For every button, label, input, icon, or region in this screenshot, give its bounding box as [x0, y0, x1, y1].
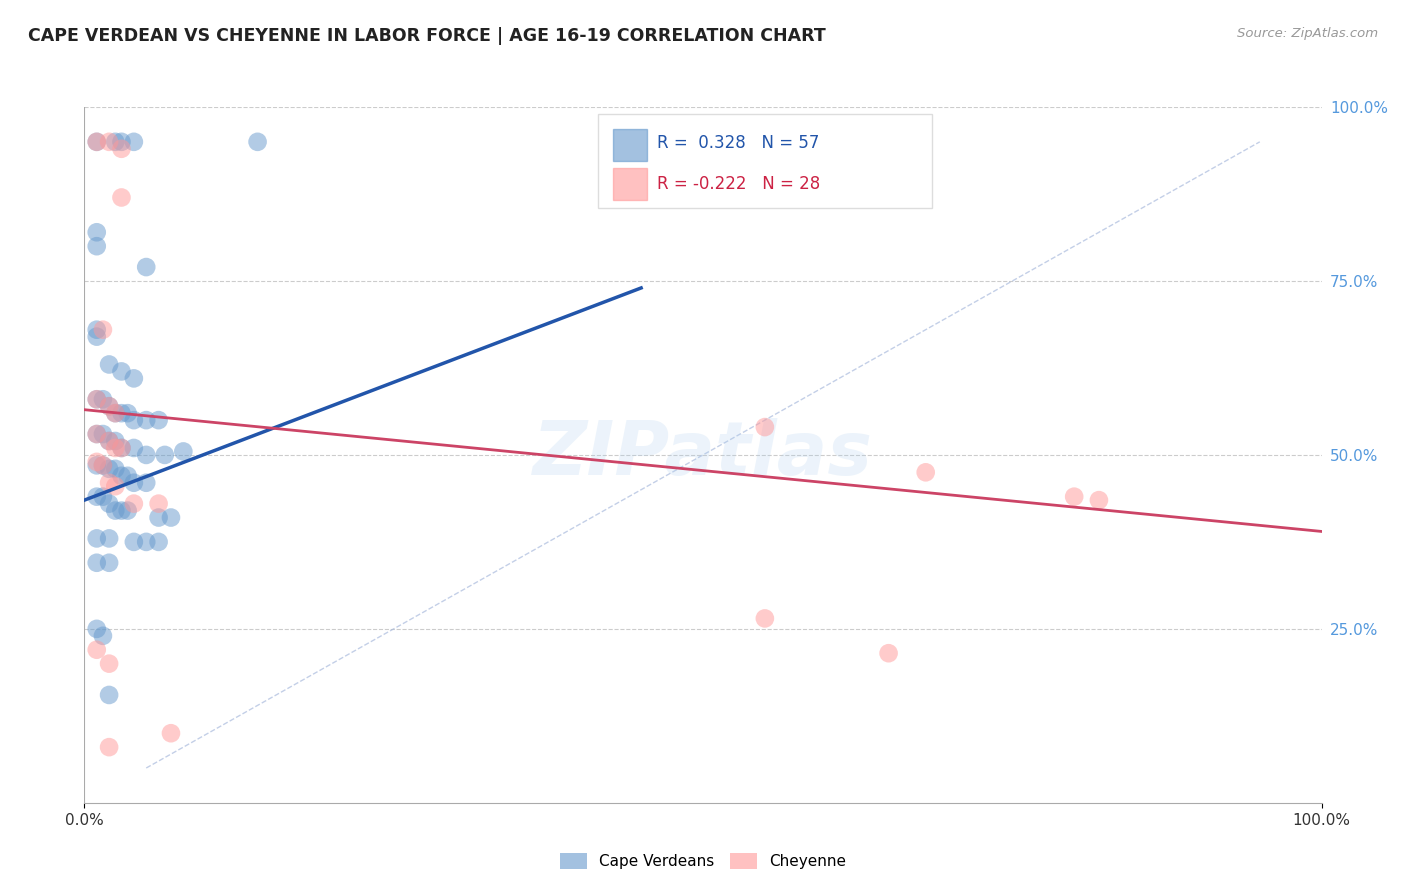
Point — [122, 371, 145, 385]
Point — [104, 406, 127, 420]
FancyBboxPatch shape — [613, 169, 647, 200]
Point — [86, 532, 108, 546]
Point — [110, 190, 132, 204]
Point — [86, 642, 108, 657]
Point — [122, 497, 145, 511]
Point — [91, 490, 114, 504]
Point — [86, 556, 108, 570]
Point — [98, 740, 121, 755]
Point — [1063, 490, 1085, 504]
Point — [110, 364, 132, 378]
Point — [110, 441, 132, 455]
Point — [110, 503, 132, 517]
Point — [86, 427, 108, 442]
Point — [98, 434, 121, 448]
Point — [122, 535, 145, 549]
Point — [122, 441, 145, 455]
Point — [148, 413, 170, 427]
Point — [104, 503, 127, 517]
Point — [110, 468, 132, 483]
Point — [98, 358, 121, 372]
Point — [914, 466, 936, 480]
Point — [135, 535, 157, 549]
Point — [98, 475, 121, 490]
Point — [91, 629, 114, 643]
Point — [91, 392, 114, 407]
Point — [86, 323, 108, 337]
Point — [91, 427, 114, 442]
Text: R = -0.222   N = 28: R = -0.222 N = 28 — [657, 175, 821, 193]
Point — [246, 135, 269, 149]
Point — [98, 399, 121, 413]
Point — [754, 420, 776, 434]
Point — [160, 726, 183, 740]
Point — [104, 441, 127, 455]
FancyBboxPatch shape — [598, 114, 932, 208]
Point — [148, 510, 170, 524]
Point — [122, 413, 145, 427]
Legend: Cape Verdeans, Cheyenne: Cape Verdeans, Cheyenne — [554, 847, 852, 875]
Point — [98, 657, 121, 671]
Point — [86, 135, 108, 149]
Point — [86, 427, 108, 442]
Point — [135, 260, 157, 274]
Point — [98, 434, 121, 448]
Point — [117, 503, 139, 517]
Point — [98, 688, 121, 702]
Point — [1088, 493, 1111, 508]
Point — [98, 135, 121, 149]
Point — [86, 458, 108, 473]
Point — [122, 475, 145, 490]
Point — [148, 497, 170, 511]
Point — [160, 510, 183, 524]
Text: Source: ZipAtlas.com: Source: ZipAtlas.com — [1237, 27, 1378, 40]
Point — [86, 135, 108, 149]
Point — [877, 646, 900, 660]
Point — [148, 535, 170, 549]
Point — [110, 142, 132, 156]
Point — [104, 462, 127, 476]
Point — [86, 392, 108, 407]
Point — [117, 468, 139, 483]
Point — [153, 448, 176, 462]
Point — [86, 239, 108, 253]
FancyBboxPatch shape — [613, 129, 647, 161]
Point — [86, 329, 108, 343]
Point — [122, 135, 145, 149]
Point — [86, 455, 108, 469]
Point — [91, 458, 114, 473]
Text: R =  0.328   N = 57: R = 0.328 N = 57 — [657, 134, 820, 153]
Text: ZIPatlas: ZIPatlas — [533, 418, 873, 491]
Point — [172, 444, 194, 458]
Point — [98, 556, 121, 570]
Point — [110, 135, 132, 149]
Point — [98, 497, 121, 511]
Point — [91, 323, 114, 337]
Point — [98, 532, 121, 546]
Point — [104, 479, 127, 493]
Point — [135, 413, 157, 427]
Point — [135, 475, 157, 490]
Point — [135, 448, 157, 462]
Text: CAPE VERDEAN VS CHEYENNE IN LABOR FORCE | AGE 16-19 CORRELATION CHART: CAPE VERDEAN VS CHEYENNE IN LABOR FORCE … — [28, 27, 825, 45]
Point — [110, 441, 132, 455]
Point — [86, 622, 108, 636]
Point — [86, 392, 108, 407]
Point — [98, 462, 121, 476]
Point — [104, 434, 127, 448]
Point — [104, 406, 127, 420]
Point — [86, 490, 108, 504]
Point — [117, 406, 139, 420]
Point — [110, 406, 132, 420]
Point — [91, 458, 114, 473]
Point — [104, 135, 127, 149]
Point — [86, 225, 108, 239]
Point — [754, 611, 776, 625]
Point — [98, 399, 121, 413]
